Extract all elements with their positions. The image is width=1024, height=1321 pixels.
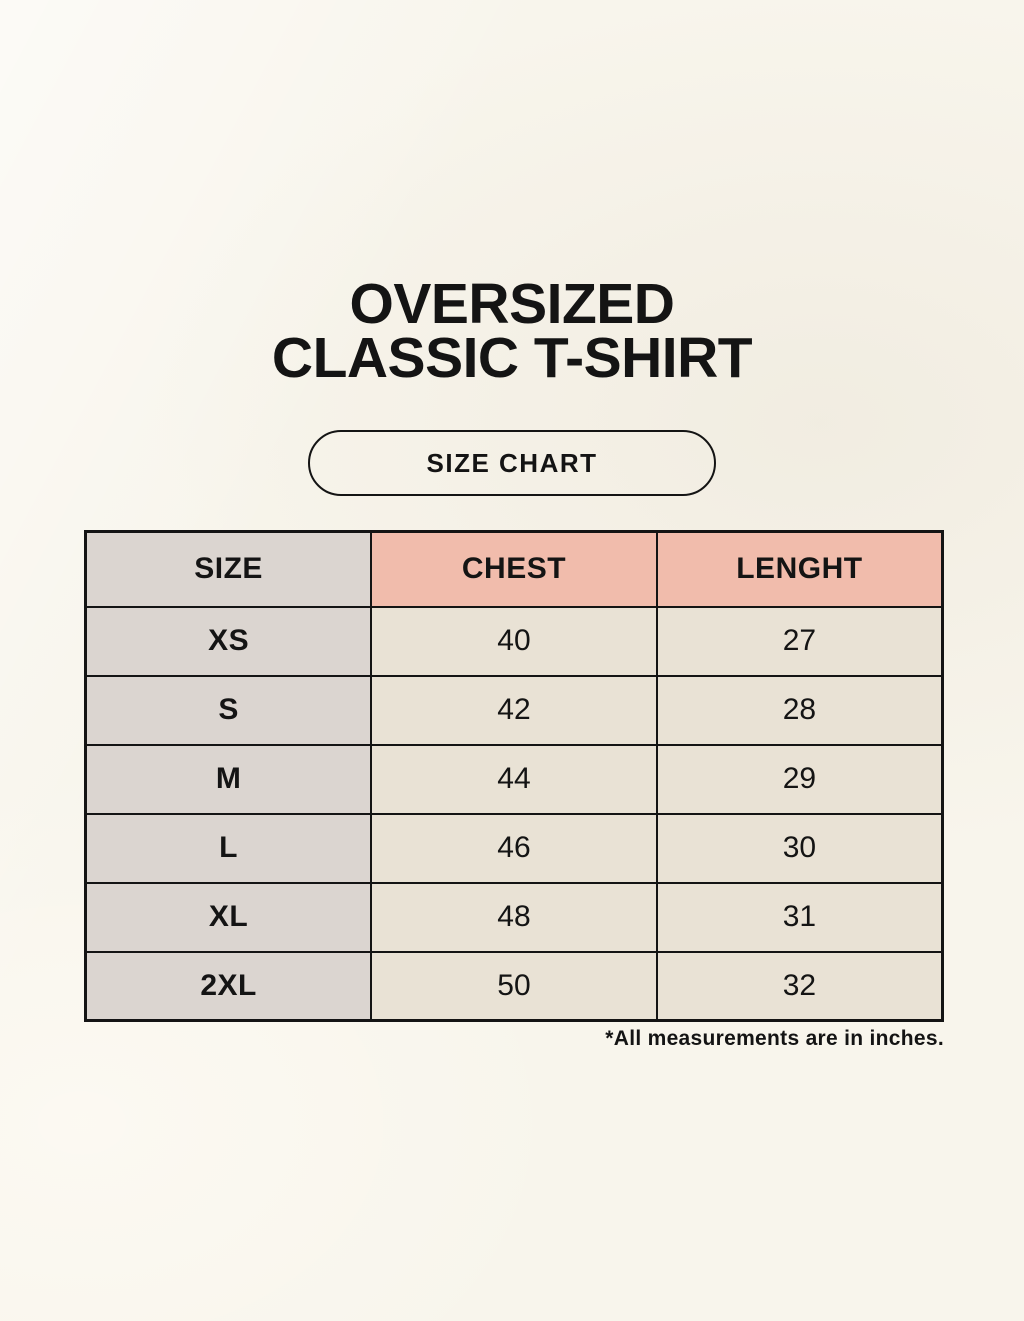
size-table-row-xs: XS 40 27 bbox=[84, 605, 944, 677]
size-label: XS bbox=[84, 605, 373, 677]
chest-value: 48 bbox=[370, 881, 658, 953]
chest-value: 42 bbox=[370, 674, 658, 746]
size-table: SIZE CHEST LENGHT XS 40 27 S 42 28 M 44 … bbox=[84, 530, 944, 1022]
length-value: 30 bbox=[655, 812, 944, 884]
chest-value: 40 bbox=[370, 605, 658, 677]
length-value: 32 bbox=[655, 950, 944, 1022]
size-label: XL bbox=[84, 881, 373, 953]
column-header-chest: CHEST bbox=[370, 530, 658, 608]
size-table-row-xl: XL 48 31 bbox=[84, 881, 944, 953]
size-label: S bbox=[84, 674, 373, 746]
size-table-header-row: SIZE CHEST LENGHT bbox=[84, 530, 944, 608]
chest-value: 44 bbox=[370, 743, 658, 815]
size-label: 2XL bbox=[84, 950, 373, 1022]
column-header-size: SIZE bbox=[84, 530, 373, 608]
page-title: OVERSIZED CLASSIC T-SHIRT bbox=[0, 272, 1024, 390]
size-table-row-2xl: 2XL 50 32 bbox=[84, 950, 944, 1022]
length-value: 31 bbox=[655, 881, 944, 953]
length-value: 27 bbox=[655, 605, 944, 677]
size-label: M bbox=[84, 743, 373, 815]
size-table-row-l: L 46 30 bbox=[84, 812, 944, 884]
chest-value: 50 bbox=[370, 950, 658, 1022]
column-header-length: LENGHT bbox=[655, 530, 944, 608]
chest-value: 46 bbox=[370, 812, 658, 884]
length-value: 28 bbox=[655, 674, 944, 746]
measurements-footnote: *All measurements are in inches. bbox=[605, 1027, 944, 1050]
size-table-row-s: S 42 28 bbox=[84, 674, 944, 746]
size-label: L bbox=[84, 812, 373, 884]
size-chart-badge-label: SIZE CHART bbox=[426, 447, 598, 478]
size-chart-badge: SIZE CHART bbox=[308, 430, 716, 496]
size-table-row-m: M 44 29 bbox=[84, 743, 944, 815]
length-value: 29 bbox=[655, 743, 944, 815]
page-title-line1: OVERSIZED bbox=[349, 272, 675, 336]
page-title-line2: CLASSIC T-SHIRT bbox=[271, 326, 753, 390]
